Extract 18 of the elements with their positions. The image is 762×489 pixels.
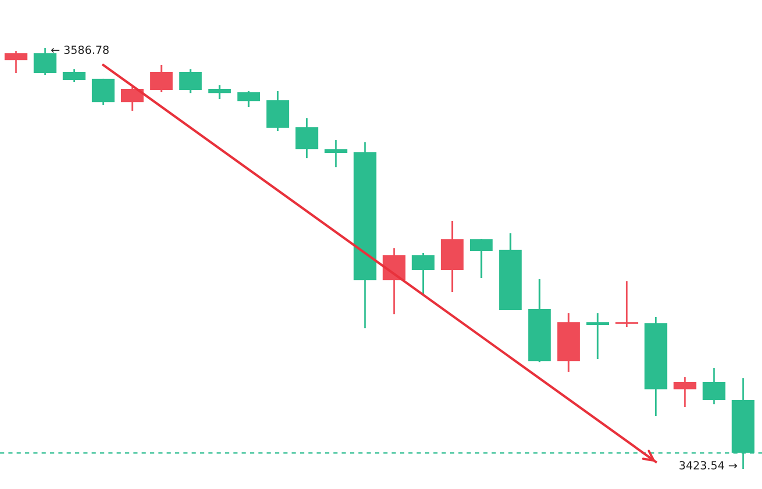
candlestick xyxy=(586,312,610,360)
candlestick xyxy=(237,90,260,108)
candlestick xyxy=(615,280,638,328)
candlestick xyxy=(412,252,435,295)
candlestick xyxy=(470,238,493,279)
candlestick xyxy=(179,68,202,94)
candlestick xyxy=(92,78,115,106)
candlestick xyxy=(150,64,173,93)
annotation: ← 3586.78 xyxy=(51,46,109,54)
candlestick xyxy=(62,68,86,83)
annotation: 3423.54 → xyxy=(680,461,737,470)
candlestick xyxy=(295,117,318,159)
candlestick xyxy=(4,50,28,74)
candlestick xyxy=(324,139,348,168)
candlestick xyxy=(674,376,696,408)
candlestick xyxy=(120,86,144,112)
candlestick xyxy=(702,367,726,405)
candlestick xyxy=(208,84,231,100)
